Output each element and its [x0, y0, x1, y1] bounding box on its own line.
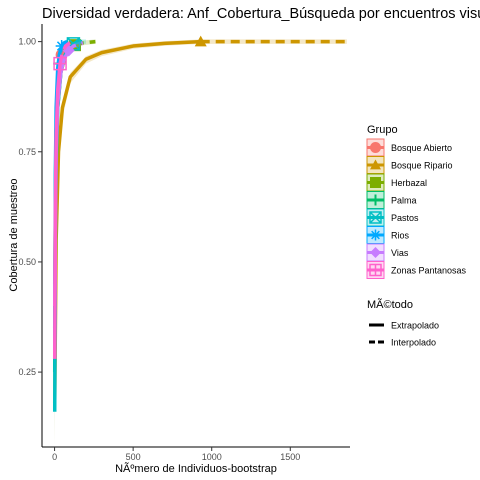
legend-item-herbazal: Herbazal — [366, 173, 427, 192]
y-ticks: 0.25 0.50 0.75 1.00 — [18, 37, 42, 377]
plot-area — [52, 35, 347, 447]
y-tick-label: 0.75 — [18, 147, 36, 157]
legend: Grupo Bosque Abierto Bosque Ripario Herbaz… — [366, 124, 467, 348]
legend-label-herbazal: Herbazal — [391, 178, 427, 188]
line-interpolated-zonas-pantanosas — [52, 63, 62, 359]
observed-point-bosque-ripario — [194, 35, 207, 47]
series-zonas-pantanosas — [52, 40, 72, 400]
legend-label-interpolado: Interpolado — [391, 338, 436, 348]
legend-label-extrapolado: Extrapolado — [391, 321, 439, 331]
x-tick-label: 500 — [126, 452, 141, 462]
legend-label-zonas-pantanosas: Zonas Pantanosas — [391, 266, 467, 276]
legend-label-vias: Vias — [391, 248, 409, 258]
legend-symbol-rios — [370, 229, 381, 241]
legend-methods: Extrapolado Interpolado — [369, 321, 439, 348]
legend-item-zonas-pantanosas: Zonas Pantanosas — [366, 261, 467, 279]
y-tick-label: 1.00 — [18, 37, 36, 47]
x-tick-label: 1500 — [280, 452, 300, 462]
legend-title-metodo: MÃ©todo — [367, 298, 413, 311]
y-tick-label: 0.25 — [18, 367, 36, 377]
legend-symbol-bosque-ripario — [370, 159, 381, 170]
legend-label-bosque-ripario: Bosque Ripario — [391, 161, 453, 171]
legend-item-vias: Vias — [366, 243, 409, 262]
legend-symbol-palma — [370, 194, 381, 206]
legend-groups: Bosque Abierto Bosque Ripario Herbazal Palm… — [366, 138, 467, 279]
legend-item-bosque-ripario: Bosque Ripario — [366, 156, 453, 174]
x-tick-label: 0 — [52, 452, 57, 462]
observed-point-rios — [55, 40, 68, 53]
legend-item-interpolado: Interpolado — [369, 338, 436, 348]
legend-symbol-bosque-abierto — [370, 142, 381, 153]
legend-symbol-vias — [370, 247, 381, 258]
chart-title: Diversidad verdadera: Anf_Cobertura_Búsq… — [42, 6, 480, 22]
observed-point-zonas-pantanosas — [53, 56, 67, 71]
legend-label-pastos: Pastos — [391, 213, 419, 223]
x-axis-title: NÃºmero de Individuos-bootstrap — [115, 462, 277, 475]
axes — [41, 24, 350, 448]
y-axis-title: Cobertura de muestreo — [8, 178, 20, 291]
legend-label-rios: Rios — [391, 231, 410, 241]
legend-label-bosque-abierto: Bosque Abierto — [391, 143, 452, 153]
legend-title-grupo: Grupo — [367, 124, 398, 136]
legend-item-pastos: Pastos — [366, 208, 419, 227]
legend-item-extrapolado: Extrapolado — [369, 321, 439, 331]
x-tick-label: 1000 — [202, 452, 222, 462]
legend-item-palma: Palma — [366, 191, 417, 209]
y-tick-label: 0.50 — [18, 257, 36, 267]
legend-symbol-zonas-pantanosas — [369, 263, 382, 277]
x-ticks: 0 500 1000 1500 — [52, 447, 300, 462]
legend-label-palma: Palma — [391, 196, 417, 206]
legend-symbol-herbazal — [370, 177, 381, 188]
legend-symbol-pastos — [369, 211, 382, 224]
